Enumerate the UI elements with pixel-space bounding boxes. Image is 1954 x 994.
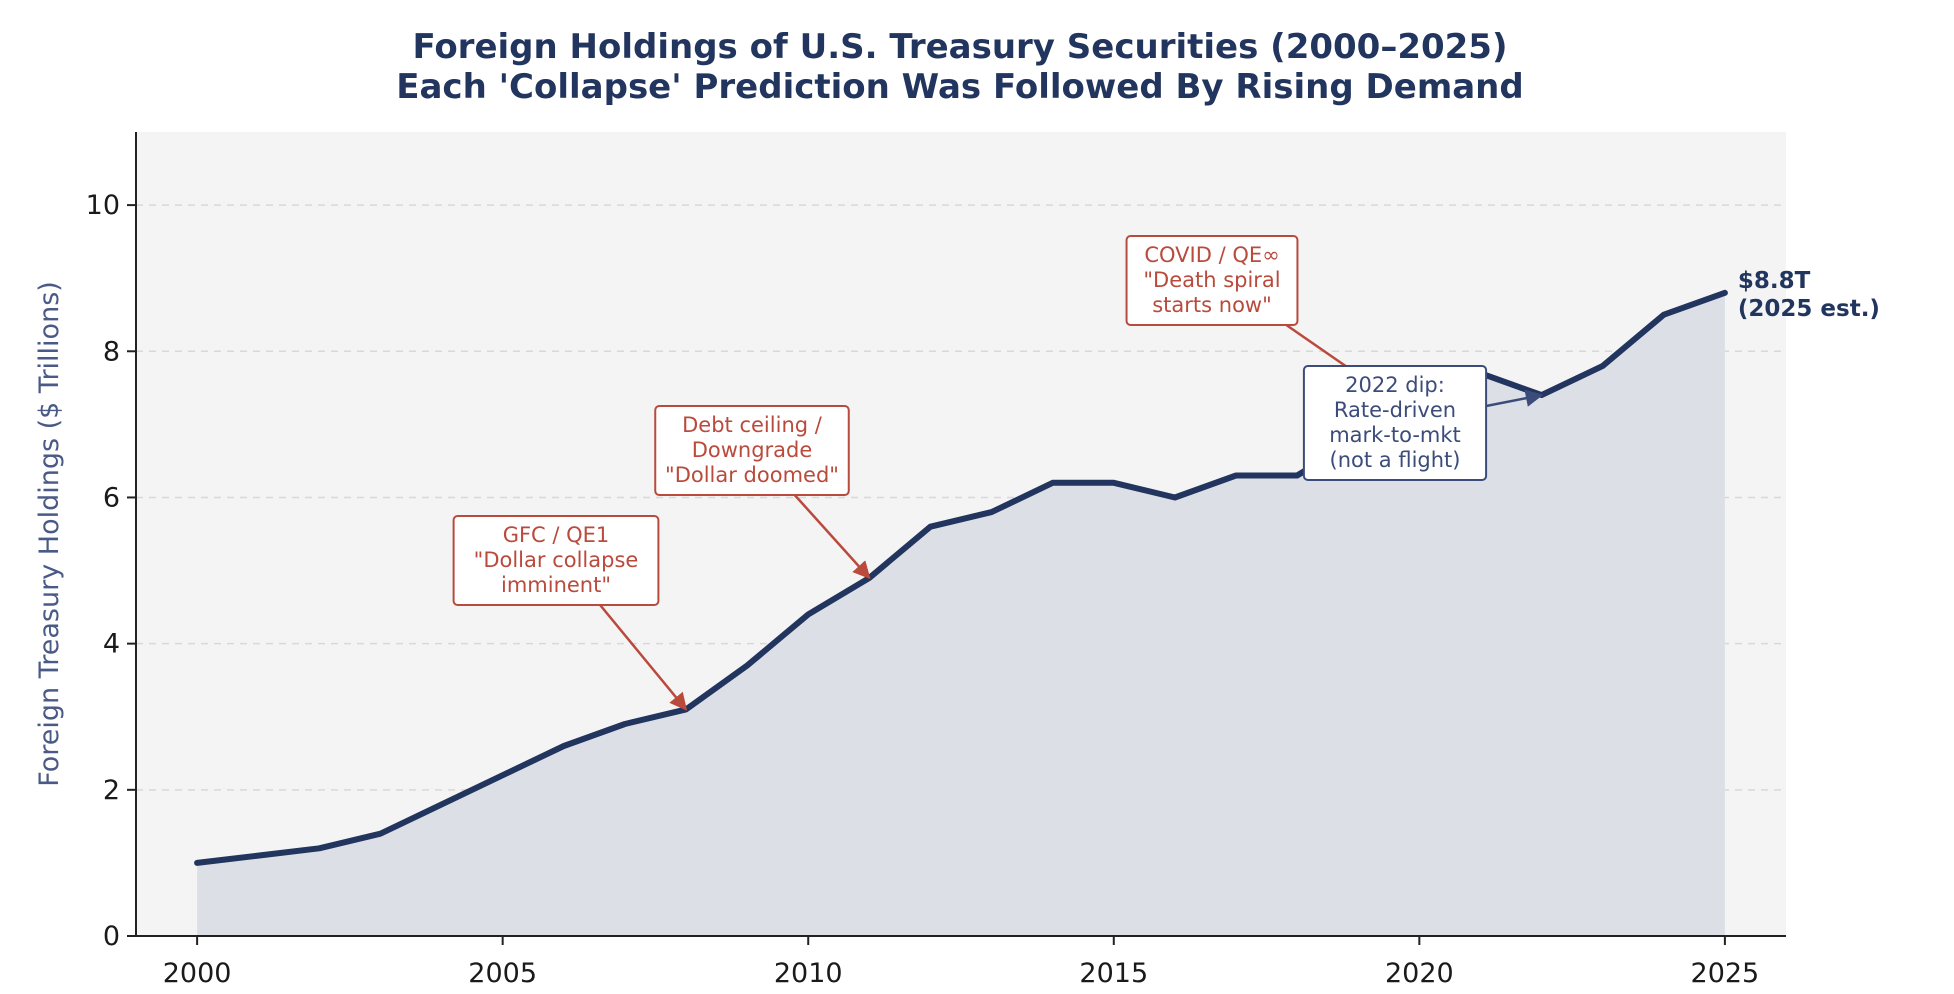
annotation-text: Downgrade: [692, 438, 813, 462]
annotation-text: (not a flight): [1330, 448, 1461, 472]
y-tick-label: 10: [86, 190, 120, 221]
chart-title: Foreign Holdings of U.S. Treasury Securi…: [412, 27, 1507, 67]
annotation-text: Rate-driven: [1334, 398, 1456, 422]
y-axis-label: Foreign Treasury Holdings ($ Trillions): [34, 281, 65, 787]
annotation-debt-ceiling: Debt ceiling /Downgrade"Dollar doomed": [654, 405, 871, 580]
x-tick-label: 2000: [163, 958, 232, 989]
end-value-label: $8.8T: [1738, 268, 1811, 294]
annotation-text: "Death spiral: [1143, 268, 1280, 292]
annotation-text: COVID / QE∞: [1144, 243, 1279, 267]
x-tick-label: 2010: [774, 958, 843, 989]
annotation-box: [1125, 235, 1299, 326]
annotation-text: 2022 dip:: [1345, 373, 1445, 397]
annotation-text: Debt ceiling /: [682, 413, 823, 437]
x-tick-label: 2025: [1691, 958, 1760, 989]
annotation-text: mark-to-mkt: [1329, 423, 1461, 447]
annotation-text: GFC / QE1: [503, 523, 610, 547]
annotation-box: [452, 515, 660, 606]
annotation-box: [654, 405, 850, 496]
annotation-text: "Dollar collapse: [474, 548, 639, 572]
y-tick-label: 0: [103, 921, 120, 952]
x-ticks: 2000 2005 2010 2015 2020 2025: [163, 936, 1759, 989]
annotation-text: "Dollar doomed": [665, 463, 839, 487]
y-tick-label: 4: [103, 629, 120, 660]
end-label: $8.8T(2025 est.): [1738, 268, 1880, 322]
y-tick-label: 2: [103, 775, 120, 806]
chart-subtitle: Each 'Collapse' Prediction Was Followed …: [396, 67, 1523, 107]
y-tick-label: 8: [103, 336, 120, 367]
y-tick-label: 6: [103, 482, 120, 513]
x-tick-label: 2015: [1079, 958, 1148, 989]
y-ticks: 0 2 4 6 8 10: [86, 190, 136, 952]
annotation-arrow: [791, 491, 871, 580]
annotation-arrow: [595, 599, 688, 711]
x-tick-label: 2020: [1385, 958, 1454, 989]
x-tick-label: 2005: [468, 958, 537, 989]
annotation-box: [1302, 365, 1488, 481]
end-value-label: (2025 est.): [1738, 296, 1880, 322]
annotation-text: starts now": [1152, 293, 1272, 317]
annotation-text: imminent": [501, 573, 611, 597]
